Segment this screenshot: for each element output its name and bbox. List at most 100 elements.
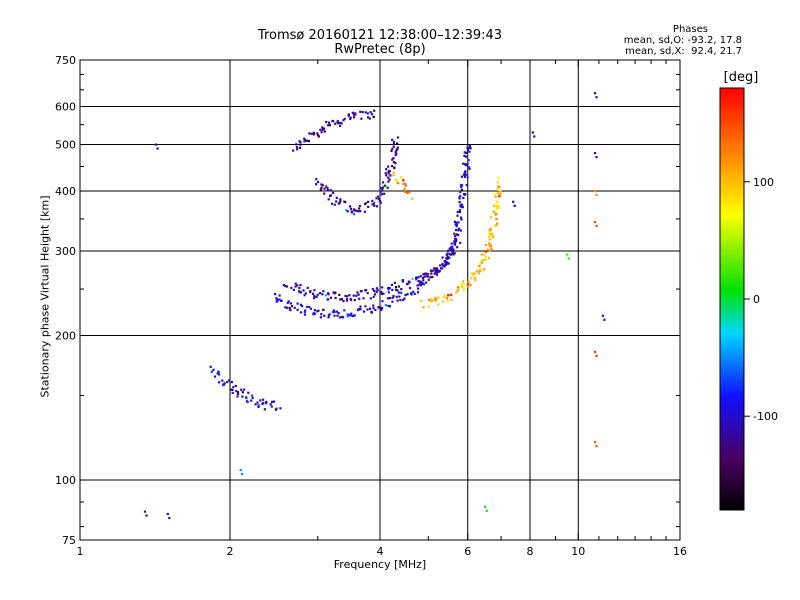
- echo-point: [384, 304, 387, 307]
- echo-point: [348, 205, 352, 208]
- echo-point: [470, 272, 473, 275]
- echo-point: [452, 248, 455, 251]
- echo-point: [352, 213, 356, 216]
- echo-point: [329, 189, 332, 192]
- echo-point: [333, 203, 336, 206]
- echo-point: [382, 181, 385, 184]
- echo-point: [296, 302, 299, 305]
- echo-point: [316, 180, 320, 184]
- echo-point: [448, 293, 452, 296]
- echo-point: [387, 304, 390, 307]
- colorbar-tick-label: 100: [753, 176, 774, 189]
- echo-point: [463, 173, 466, 176]
- echo-point: [386, 186, 389, 189]
- y-tick-label: 600: [55, 101, 76, 114]
- echo-point: [487, 257, 490, 260]
- echo-point: [247, 391, 250, 394]
- echo-point: [457, 229, 460, 232]
- echo-point: [353, 209, 356, 212]
- x-tick-label: 4: [377, 545, 384, 558]
- echo-point: [445, 261, 448, 264]
- echo-point: [222, 383, 225, 386]
- echo-point: [293, 306, 296, 309]
- echo-point: [216, 372, 219, 375]
- echo-point: [391, 300, 394, 303]
- echo-point: [365, 289, 368, 292]
- echo-point: [456, 286, 459, 289]
- echo-point: [487, 242, 491, 245]
- echo-point: [446, 299, 449, 302]
- echo-point: [364, 111, 367, 114]
- echo-point: [339, 298, 342, 301]
- echo-point: [452, 252, 455, 255]
- echo-point: [296, 308, 299, 311]
- echo-point: [387, 172, 390, 175]
- y-tick-label: 300: [55, 245, 76, 258]
- echo-point: [489, 229, 492, 232]
- echo-point: [497, 188, 500, 191]
- echo-point: [478, 264, 481, 268]
- echo-point: [392, 145, 395, 148]
- echo-point: [388, 169, 391, 173]
- echo-point: [395, 178, 398, 181]
- echo-point: [430, 272, 433, 275]
- echo-point: [379, 186, 382, 190]
- echo-point: [289, 302, 292, 305]
- echo-point: [455, 238, 458, 241]
- echo-point: [361, 111, 364, 114]
- echo-point: [241, 391, 244, 394]
- echo-point: [342, 300, 345, 303]
- echo-point: [360, 117, 363, 120]
- echo-point: [352, 113, 356, 116]
- echo-point: [455, 223, 458, 227]
- echo-point: [475, 270, 478, 273]
- echo-point: [468, 144, 471, 147]
- echo-point: [484, 243, 487, 247]
- echo-point: [402, 179, 405, 182]
- echo-point: [349, 117, 352, 121]
- echo-point: [340, 315, 343, 318]
- echo-point: [344, 294, 347, 298]
- echo-point: [443, 265, 446, 268]
- echo-point: [218, 381, 221, 384]
- echo-point: [593, 350, 597, 353]
- echo-point: [346, 210, 349, 213]
- echo-point: [385, 174, 388, 177]
- echo-point: [377, 306, 380, 309]
- echo-point: [316, 132, 319, 135]
- echo-point: [492, 204, 495, 208]
- echo-point: [340, 298, 343, 301]
- echo-point: [457, 221, 460, 224]
- echo-point: [262, 401, 265, 405]
- echo-point: [458, 209, 461, 212]
- echo-point: [450, 242, 453, 245]
- echo-point: [394, 162, 397, 165]
- echo-point: [489, 232, 492, 235]
- echo-point: [373, 289, 376, 292]
- echo-point: [494, 195, 497, 198]
- echo-point: [263, 408, 266, 411]
- echo-point: [366, 308, 369, 311]
- echo-point: [470, 277, 473, 280]
- echo-point: [256, 401, 259, 404]
- echo-point: [431, 275, 434, 278]
- echo-point: [411, 197, 414, 200]
- echo-point: [378, 200, 381, 203]
- echo-point: [367, 205, 370, 208]
- echo-point: [246, 400, 249, 403]
- echo-point: [396, 136, 400, 139]
- echo-point: [496, 181, 499, 184]
- echo-point: [478, 270, 481, 273]
- echo-point: [296, 284, 299, 287]
- echo-point: [333, 314, 336, 317]
- echo-point: [493, 193, 496, 196]
- echo-point: [443, 259, 446, 263]
- echo-point: [595, 156, 598, 159]
- echo-point: [395, 181, 398, 184]
- echo-point: [494, 224, 497, 227]
- echo-point: [333, 292, 336, 295]
- echo-point: [403, 188, 406, 191]
- echo-point: [375, 205, 379, 208]
- echo-point: [397, 182, 400, 185]
